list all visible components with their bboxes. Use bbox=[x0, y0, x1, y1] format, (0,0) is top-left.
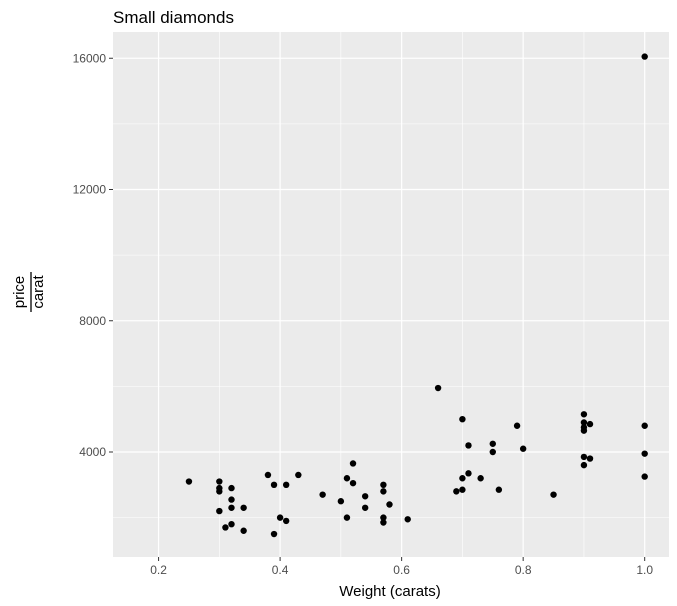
data-point bbox=[459, 475, 466, 482]
data-point bbox=[361, 504, 369, 511]
data-point bbox=[465, 470, 472, 477]
data-point bbox=[380, 481, 387, 489]
plot-panel bbox=[113, 32, 669, 557]
data-point bbox=[513, 422, 521, 429]
data-point bbox=[216, 488, 223, 495]
x-tick-label: 0.6 bbox=[393, 563, 410, 577]
data-point bbox=[586, 420, 594, 428]
data-point bbox=[240, 504, 247, 511]
data-point bbox=[459, 415, 466, 423]
data-point bbox=[361, 493, 369, 500]
data-point bbox=[349, 460, 357, 467]
data-point bbox=[580, 419, 588, 426]
data-point bbox=[337, 498, 345, 505]
data-point bbox=[343, 514, 351, 521]
data-point bbox=[580, 411, 588, 418]
data-point bbox=[349, 479, 357, 487]
x-tick-label: 1.0 bbox=[636, 563, 653, 577]
y-tick-label: 8000 bbox=[79, 314, 106, 328]
data-point bbox=[270, 530, 278, 538]
data-point bbox=[270, 481, 278, 489]
data-point bbox=[580, 427, 588, 434]
y-axis-title-numerator: price bbox=[11, 276, 28, 309]
data-point bbox=[477, 475, 484, 482]
data-point bbox=[228, 520, 235, 528]
data-point bbox=[404, 516, 411, 523]
data-point bbox=[380, 519, 387, 526]
x-tick-label: 0.4 bbox=[272, 563, 289, 577]
x-tick-label: 0.2 bbox=[150, 563, 167, 577]
data-point bbox=[489, 448, 496, 456]
plot-area: 0.2 0.4 0.6 0.8 1.0 4000 8000 12000 16000 bbox=[73, 32, 669, 577]
data-point bbox=[228, 484, 235, 492]
data-point bbox=[459, 486, 466, 493]
data-point bbox=[282, 481, 290, 489]
data-point bbox=[264, 471, 272, 479]
data-point bbox=[580, 461, 588, 469]
data-point bbox=[228, 496, 235, 503]
data-point bbox=[641, 422, 648, 429]
data-point bbox=[580, 453, 588, 461]
data-point bbox=[641, 53, 648, 60]
data-point bbox=[465, 442, 472, 449]
data-point bbox=[216, 478, 223, 485]
data-point bbox=[216, 507, 223, 515]
data-point bbox=[380, 514, 387, 521]
data-point bbox=[550, 491, 557, 498]
y-axis-title: price carat bbox=[11, 272, 47, 312]
data-point bbox=[319, 491, 326, 498]
data-point bbox=[240, 527, 247, 534]
data-point bbox=[228, 504, 235, 511]
x-axis-title: Weight (carats) bbox=[339, 583, 440, 600]
data-point bbox=[519, 445, 527, 452]
y-tick-label: 12000 bbox=[73, 183, 107, 197]
data-point bbox=[434, 384, 442, 392]
chart-title: Small diamonds bbox=[113, 8, 234, 27]
data-point bbox=[276, 514, 284, 521]
data-point bbox=[282, 517, 290, 525]
y-axis-title-denominator: carat bbox=[30, 275, 47, 309]
data-point bbox=[586, 455, 594, 462]
y-tick-label: 4000 bbox=[79, 445, 106, 459]
data-point bbox=[343, 475, 351, 482]
data-point bbox=[453, 488, 460, 495]
x-tick-label: 0.8 bbox=[515, 563, 532, 577]
data-point bbox=[222, 524, 229, 531]
data-point bbox=[295, 471, 302, 479]
data-point bbox=[641, 450, 648, 457]
y-tick-label: 16000 bbox=[73, 51, 107, 65]
data-point bbox=[380, 488, 387, 495]
data-point bbox=[185, 478, 193, 485]
data-point bbox=[641, 473, 648, 480]
data-point bbox=[495, 486, 503, 493]
data-point bbox=[489, 440, 496, 447]
data-point bbox=[386, 501, 393, 508]
